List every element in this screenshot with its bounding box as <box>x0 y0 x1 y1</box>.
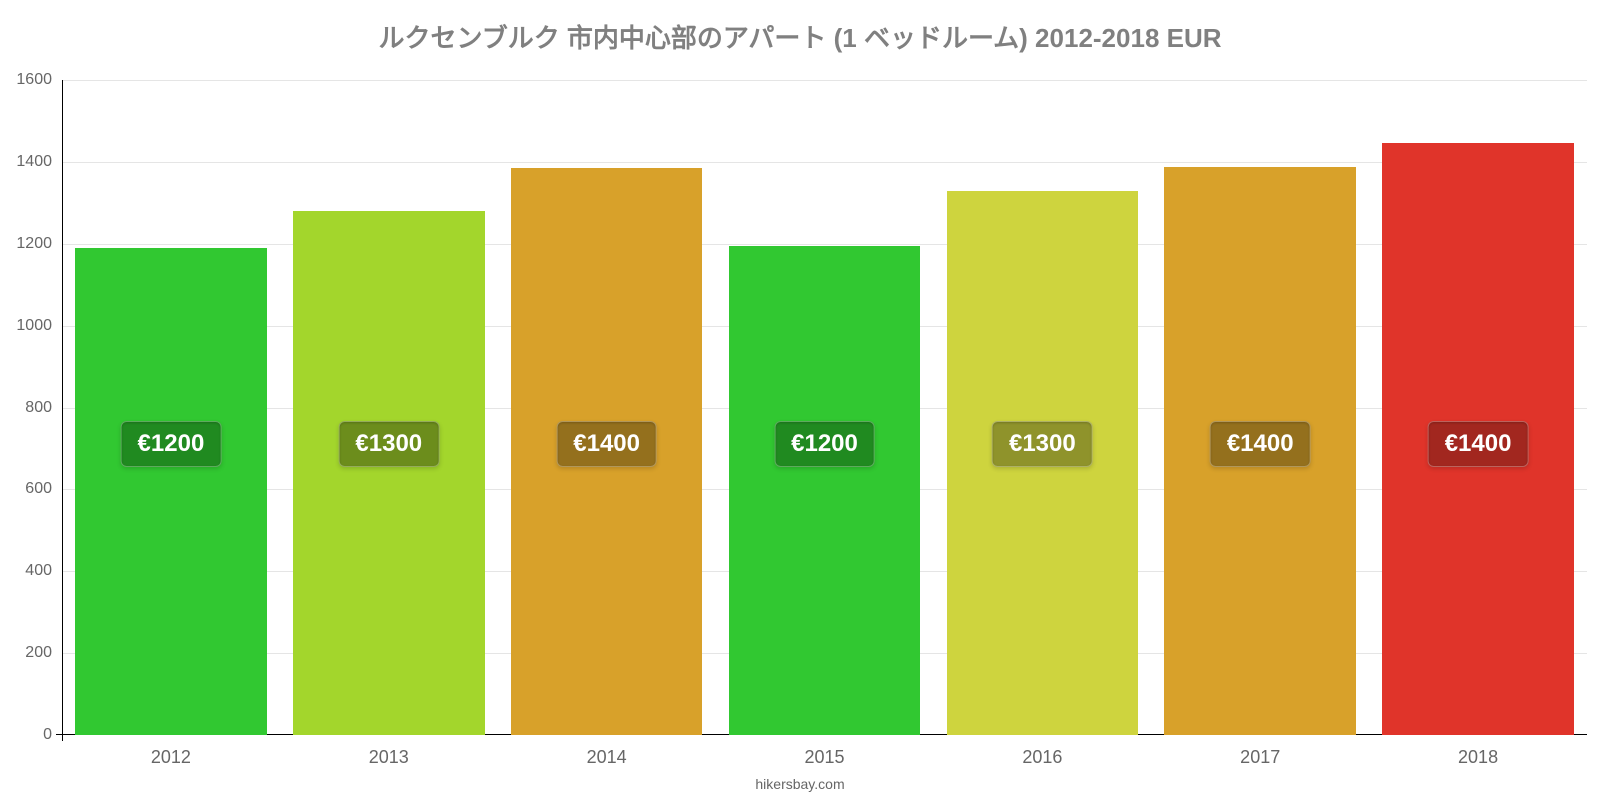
bar-value-label: €1400 <box>1428 421 1529 467</box>
bar-value-label: €1300 <box>338 421 439 467</box>
y-tick-label: 600 <box>25 480 62 498</box>
chart-container: ルクセンブルク 市内中心部のアパート (1 ベッドルーム) 2012-2018 … <box>0 0 1600 800</box>
bar-value-label: €1400 <box>1210 421 1311 467</box>
y-tick-label: 400 <box>25 562 62 580</box>
grid-line <box>62 162 1587 163</box>
bar <box>293 211 485 735</box>
x-tick-label: 2015 <box>804 735 844 768</box>
y-tick-label: 0 <box>43 726 62 744</box>
bar <box>75 248 267 735</box>
plot-area: 02004006008001000120014001600€12002012€1… <box>62 80 1587 735</box>
chart-title: ルクセンブルク 市内中心部のアパート (1 ベッドルーム) 2012-2018 … <box>0 0 1600 55</box>
x-tick-label: 2017 <box>1240 735 1280 768</box>
y-tick-label: 1000 <box>16 317 62 335</box>
y-tick-label: 1200 <box>16 235 62 253</box>
bar-value-label: €1300 <box>992 421 1093 467</box>
x-tick-label: 2018 <box>1458 735 1498 768</box>
grid-line <box>62 80 1587 81</box>
x-tick-label: 2013 <box>369 735 409 768</box>
bar-value-label: €1200 <box>774 421 875 467</box>
x-tick-label: 2016 <box>1022 735 1062 768</box>
x-tick-label: 2012 <box>151 735 191 768</box>
bar <box>729 246 921 735</box>
y-tick-label: 800 <box>25 399 62 417</box>
bar-value-label: €1200 <box>121 421 222 467</box>
chart-footer: hikersbay.com <box>755 776 844 792</box>
grid-line <box>62 244 1587 245</box>
bar-value-label: €1400 <box>556 421 657 467</box>
x-tick-label: 2014 <box>587 735 627 768</box>
y-tick-label: 1400 <box>16 153 62 171</box>
y-axis-line <box>62 80 63 741</box>
y-tick-label: 200 <box>25 644 62 662</box>
y-tick-label: 1600 <box>16 71 62 89</box>
